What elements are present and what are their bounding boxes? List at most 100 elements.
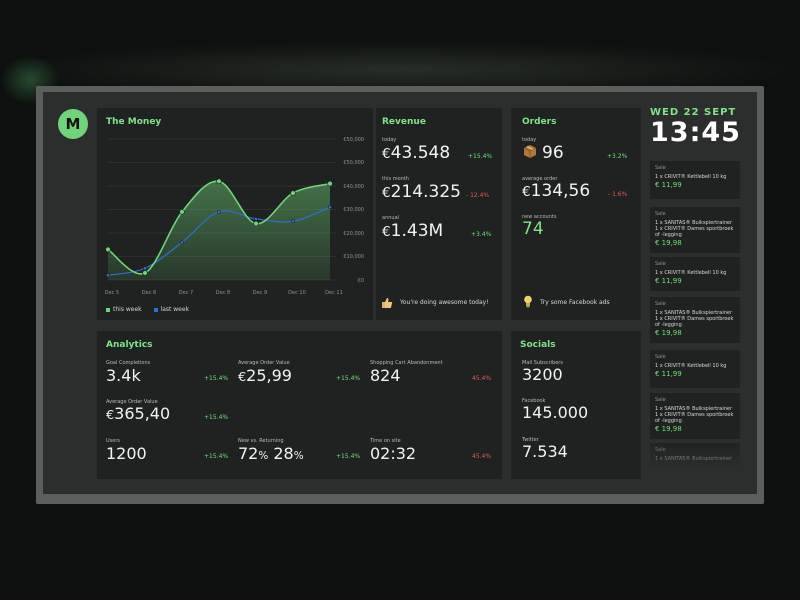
revenue-annual-label: annual <box>382 215 400 221</box>
chart-legend: this week last week <box>106 306 189 313</box>
goal-completions-label: Goal Completions <box>106 360 151 366</box>
orders-tip: Try some Facebook ads <box>540 299 610 306</box>
cart-abandonment-change: 45.4% <box>472 375 492 382</box>
users-change: +15.4% <box>204 453 229 460</box>
legend-swatch-blue <box>153 307 158 312</box>
sale-type-label: Sale <box>655 301 666 307</box>
orders-today-label: today <box>522 137 537 143</box>
sale-price: € 11,99 <box>655 370 682 378</box>
revenue-month-change: - 12.4% <box>466 192 490 199</box>
sale-card[interactable]: Sale 1 x SANITAS® Buikspiertrainer 1 x CRI… <box>650 207 740 253</box>
sale-item-line: 1 x CRIVIT® Dames sportbroek <box>655 316 734 322</box>
sale-card[interactable]: Sale 1 x SANITAS® Buikspiertrainer 1 x CRI… <box>650 297 740 343</box>
orders-avg-change: - 1.6% <box>608 191 628 198</box>
sale-price: € 19,98 <box>655 329 682 337</box>
legend-last-week-label: last week <box>160 306 190 313</box>
facebook-label: Facebook <box>522 398 546 404</box>
sale-item-line: 1 x CRIVIT® Kettlebell 10 kg <box>655 174 727 180</box>
facebook-value: 145.000 <box>522 403 589 422</box>
logo-badge: M <box>58 109 88 139</box>
new-vs-returning-change: +15.4% <box>336 453 361 460</box>
currency-symbol: € <box>382 185 391 201</box>
sale-type-label: Sale <box>655 165 666 171</box>
sale-item-line: of -legging <box>655 418 682 424</box>
avg-order-value-2-label: Average Order Value <box>106 399 158 405</box>
time-on-site-label: Time on site <box>370 438 401 444</box>
sale-price: € 19,98 <box>655 425 682 433</box>
revenue-today-label: today <box>382 137 397 143</box>
new-percent: 72 <box>238 444 259 463</box>
logo-letter: M <box>65 115 81 133</box>
sale-card[interactable]: Sale 1 x SANITAS® Buikspiertrainer 1 x CRI… <box>650 393 740 439</box>
sale-card[interactable]: Sale 1 x CRIVIT® Kettlebell 10 kg € 11,99 <box>650 161 740 199</box>
y-tick-label: €0 <box>357 278 364 284</box>
orders-title: Orders <box>522 117 557 127</box>
y-tick-label: €50,000 <box>343 160 364 166</box>
orders-panel <box>511 108 641 320</box>
percent-sign: % <box>258 450 269 462</box>
feed-fade-overlay <box>650 440 740 470</box>
y-tick-label: €10,000 <box>343 254 364 260</box>
avg-order-value-2-value: €365,40 <box>106 404 170 423</box>
twitter-value: 7.534 <box>522 442 568 461</box>
y-tick-label: €30,000 <box>343 207 364 213</box>
twitter-label: Twitter <box>522 437 539 443</box>
legend-this-week: this week <box>106 306 142 313</box>
sale-item-line: 1 x SANITAS® Buikspiertrainer <box>655 310 733 316</box>
avg-order-value-value: €25,99 <box>238 366 292 385</box>
currency-symbol: € <box>238 370 247 385</box>
money-panel <box>97 108 373 320</box>
revenue-annual-number: 1.43M <box>390 221 444 241</box>
sale-type-label: Sale <box>655 261 666 267</box>
analytics-panel <box>97 331 502 479</box>
sale-card[interactable]: Sale 1 x CRIVIT® Kettlebell 10 kg € 11,99 <box>650 257 740 291</box>
sale-item-line: 1 x CRIVIT® Dames sportbroek <box>655 226 734 232</box>
clock-date: WED 22 SEPT <box>650 107 737 118</box>
y-tick-label: €40,000 <box>343 184 364 190</box>
package-icon <box>522 143 538 159</box>
percent-sign: % <box>293 450 304 462</box>
avg-order-value-2-change: +15.4% <box>204 414 229 421</box>
revenue-month-value: €214.325 <box>382 182 461 202</box>
revenue-message: You're doing awesome today! <box>400 299 489 306</box>
orders-avg-number: 134,56 <box>530 181 591 201</box>
goal-completions-value: 3.4k <box>106 366 141 385</box>
cart-abandonment-label: Shopping Cart Abandonment <box>370 360 443 366</box>
revenue-title: Revenue <box>382 117 426 127</box>
revenue-month-number: 214.325 <box>390 182 461 202</box>
revenue-annual-change: +3.4% <box>471 231 492 238</box>
clock-time: 13:45 <box>650 117 741 148</box>
legend-swatch-green <box>106 307 110 312</box>
goal-completions-change: +15.4% <box>204 375 229 382</box>
cart-abandonment-value: 824 <box>370 366 401 385</box>
sale-item-line: of -legging <box>655 232 682 238</box>
currency-symbol: € <box>382 146 391 162</box>
sale-item-line: 1 x SANITAS® Buikspiertrainer <box>655 406 733 412</box>
orders-avg-label: average order <box>522 176 558 182</box>
x-tick-label: Dec 5 <box>104 290 120 296</box>
socials-panel <box>511 331 641 479</box>
orders-avg-value: €134,56 <box>522 181 590 201</box>
thumbs-up-icon <box>381 294 393 308</box>
returning-percent: 28 <box>273 444 294 463</box>
socials-title: Socials <box>520 340 556 350</box>
sale-type-label: Sale <box>655 354 666 360</box>
sale-item-line: 1 x CRIVIT® Kettlebell 10 kg <box>655 363 727 369</box>
sale-price: € 19,98 <box>655 239 682 247</box>
legend-last-week: last week <box>153 306 190 313</box>
x-tick-label: Dec 9 <box>252 290 268 296</box>
new-vs-returning-value: 72% 28% <box>238 444 304 463</box>
time-on-site-change: 45.4% <box>472 453 492 460</box>
users-value: 1200 <box>106 444 147 463</box>
users-label: Users <box>106 438 121 444</box>
avg-order-value-label: Average Order Value <box>238 360 290 366</box>
currency-symbol: € <box>382 224 391 240</box>
sale-item-line: 1 x CRIVIT® Kettlebell 10 kg <box>655 270 727 276</box>
x-tick-label: Dec 6 <box>141 290 157 296</box>
sale-type-label: Sale <box>655 211 666 217</box>
revenue-annual-value: €1.43M <box>382 221 443 241</box>
sale-item-line: of -legging <box>655 322 682 328</box>
sale-card[interactable]: Sale 1 x CRIVIT® Kettlebell 10 kg € 11,99 <box>650 350 740 388</box>
avg-order-value-change: +15.4% <box>336 375 361 382</box>
orders-accounts-label: new accounts <box>522 214 557 220</box>
